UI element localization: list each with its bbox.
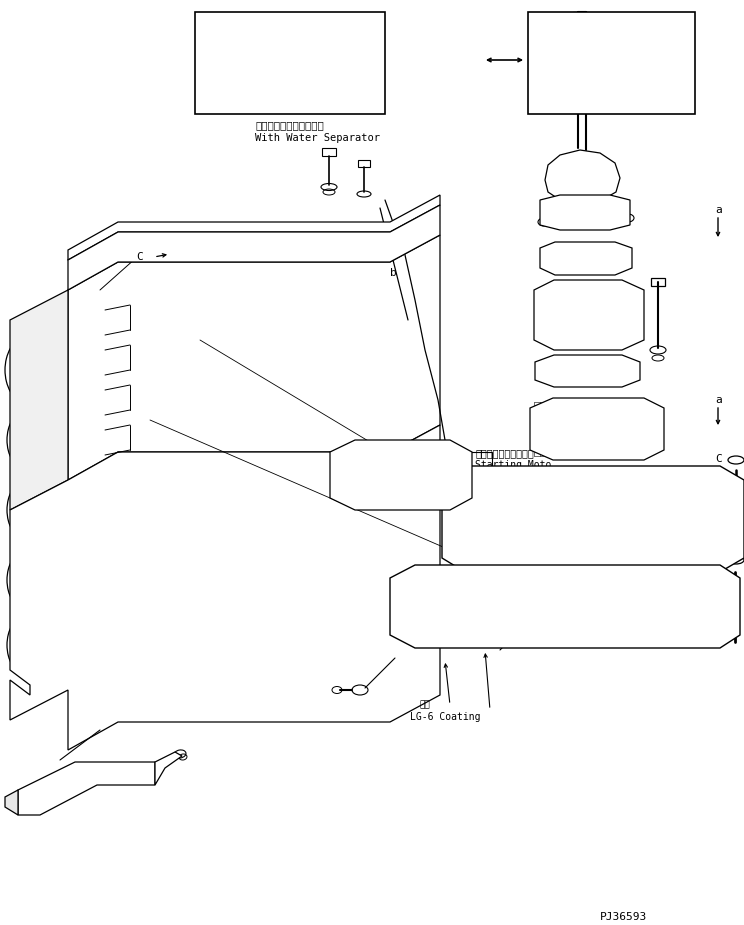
Bar [573, 12, 587, 20]
Polygon shape [530, 398, 664, 460]
Text: b: b [715, 490, 722, 500]
Polygon shape [545, 150, 620, 203]
Polygon shape [68, 195, 440, 260]
Text: スターティングモータ: スターティングモータ [475, 448, 533, 458]
Polygon shape [442, 466, 744, 572]
Text: Starting Moto: Starting Moto [475, 460, 551, 470]
Polygon shape [534, 280, 644, 350]
Polygon shape [535, 355, 640, 387]
Text: a: a [715, 205, 722, 215]
Bar [625, 572, 665, 640]
Bar [320, 22, 334, 30]
Text: With Water Separator: With Water Separator [255, 133, 380, 143]
Polygon shape [540, 195, 630, 230]
Bar [651, 278, 665, 286]
Text: C: C [715, 454, 722, 464]
Text: C: C [136, 252, 143, 262]
Bar [608, 16, 626, 26]
Polygon shape [540, 242, 632, 275]
Bar [195, 12, 385, 114]
Polygon shape [68, 205, 440, 290]
Polygon shape [330, 440, 472, 510]
Text: b: b [390, 268, 397, 278]
Bar [660, 578, 688, 633]
Polygon shape [155, 752, 182, 785]
Ellipse shape [390, 469, 410, 481]
Text: 第0415図参照: 第0415図参照 [200, 18, 247, 28]
Polygon shape [10, 290, 68, 510]
Text: ウォータセパレータ付き: ウォータセパレータ付き [255, 120, 324, 130]
Polygon shape [18, 762, 155, 815]
Bar [462, 452, 492, 492]
Text: 塗布: 塗布 [420, 700, 431, 709]
Bar [322, 148, 336, 156]
Polygon shape [5, 790, 18, 815]
Bar [358, 160, 370, 167]
Text: PJ36593: PJ36593 [600, 912, 647, 922]
Text: 塗布: 塗布 [468, 555, 478, 564]
Text: LG-7 Coating: LG-7 Coating [452, 566, 522, 576]
Text: a: a [715, 395, 722, 405]
Text: See Fig.0415: See Fig.0415 [200, 30, 271, 40]
Polygon shape [390, 565, 740, 648]
Bar [528, 12, 695, 114]
Polygon shape [68, 235, 440, 480]
Text: LG-6 Coating: LG-6 Coating [410, 712, 481, 722]
Polygon shape [10, 425, 440, 750]
Polygon shape [210, 90, 295, 108]
